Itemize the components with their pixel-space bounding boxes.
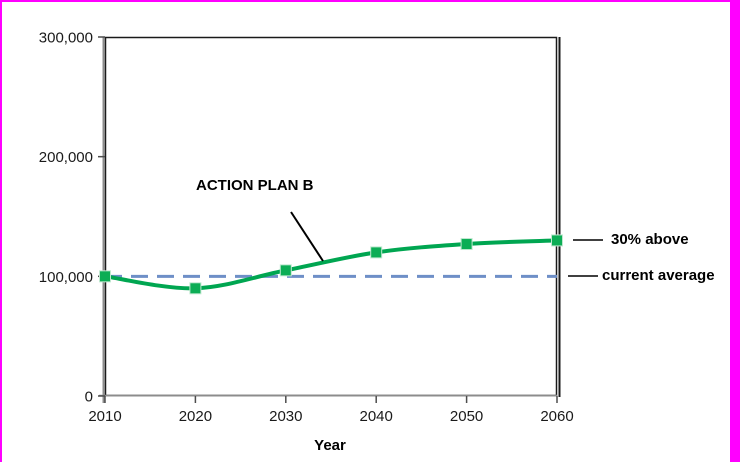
x-tick-label: 2010 xyxy=(88,408,121,425)
y-tick-label: 0 xyxy=(85,389,93,406)
action-plan-b-label: ACTION PLAN B xyxy=(196,177,314,194)
y-tick-label: 300,000 xyxy=(39,30,93,47)
x-tick-label: 2020 xyxy=(179,408,212,425)
series-line-action-plan-b xyxy=(103,238,559,291)
x-tick-label: 2060 xyxy=(540,408,573,425)
x-tick-label: 2040 xyxy=(360,408,393,425)
y-tick-label: 200,000 xyxy=(39,149,93,166)
series-marker xyxy=(189,282,202,295)
series-marker xyxy=(279,264,292,277)
annotation-pointer-line xyxy=(290,211,324,262)
series-marker xyxy=(370,246,383,259)
plot-border xyxy=(104,36,558,397)
series-marker xyxy=(551,234,563,247)
x-axis-title: Year xyxy=(314,437,346,454)
thirty-percent-above-label: 30% above xyxy=(611,231,689,248)
series-marker xyxy=(460,238,473,251)
x-tick-label: 2030 xyxy=(269,408,302,425)
x-tick-label: 2050 xyxy=(450,408,483,425)
y-tick-label: 100,000 xyxy=(39,269,93,286)
current-average-label: current average xyxy=(602,267,715,284)
series-marker xyxy=(99,270,111,283)
